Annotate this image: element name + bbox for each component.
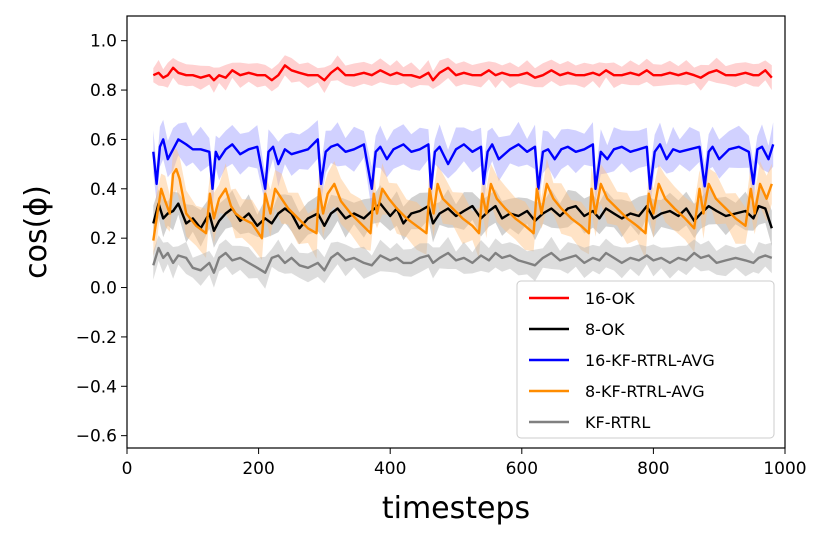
series-lines bbox=[152, 64, 775, 274]
y-tick-label: −0.2 bbox=[76, 328, 117, 348]
legend-label: KF-RTRL bbox=[585, 413, 650, 432]
x-tick-label: 800 bbox=[637, 459, 669, 479]
series-line-16-ok bbox=[152, 64, 773, 82]
series-line-8-kf-rtrl-avg bbox=[152, 167, 773, 241]
legend-label: 16-OK bbox=[585, 289, 635, 308]
series-line-16-kf-rtrl-avg bbox=[152, 138, 775, 191]
band-kf-rtrl bbox=[153, 235, 772, 289]
series-line-8-ok bbox=[152, 202, 773, 233]
x-tick-label: 200 bbox=[242, 459, 274, 479]
x-tick-label: 0 bbox=[122, 459, 133, 479]
x-axis-ticks: 0 200 400 600 800 1000 bbox=[122, 448, 807, 479]
y-axis-ticks: −0.6 −0.4 −0.2 0.0 0.2 0.4 0.6 0.8 1.0 bbox=[76, 32, 127, 447]
y-tick-label: 0.6 bbox=[90, 130, 117, 150]
y-tick-label: −0.4 bbox=[76, 377, 117, 397]
x-axis-title: timesteps bbox=[382, 491, 530, 526]
y-tick-label: 0.0 bbox=[90, 279, 117, 299]
series-line-kf-rtrl bbox=[152, 246, 773, 274]
legend-label: 8-KF-RTRL-AVG bbox=[585, 382, 705, 401]
x-tick-label: 600 bbox=[506, 459, 538, 479]
y-tick-label: 0.4 bbox=[90, 180, 117, 200]
y-tick-label: 1.0 bbox=[90, 32, 117, 52]
legend-label: 8-OK bbox=[585, 320, 625, 339]
band-8-ok bbox=[153, 185, 772, 248]
y-tick-label: −0.6 bbox=[76, 427, 117, 447]
x-tick-label: 1000 bbox=[763, 459, 806, 479]
x-tick-label: 400 bbox=[374, 459, 406, 479]
y-axis-title: cos(ϕ) bbox=[19, 185, 54, 279]
legend: 16-OK 8-OK 16-KF-RTRL-AVG 8-KF-RTRL-AVG KF-R… bbox=[516, 280, 775, 439]
band-8-kf-rtrl-avg bbox=[153, 148, 772, 260]
legend-box bbox=[516, 280, 775, 439]
confidence-bands bbox=[153, 55, 774, 289]
plot-area-frame bbox=[126, 15, 786, 449]
y-tick-label: 0.2 bbox=[90, 229, 117, 249]
y-tick-label: 0.8 bbox=[90, 81, 117, 101]
legend-label: 16-KF-RTRL-AVG bbox=[585, 351, 715, 370]
band-16-kf-rtrl-avg bbox=[153, 119, 774, 212]
